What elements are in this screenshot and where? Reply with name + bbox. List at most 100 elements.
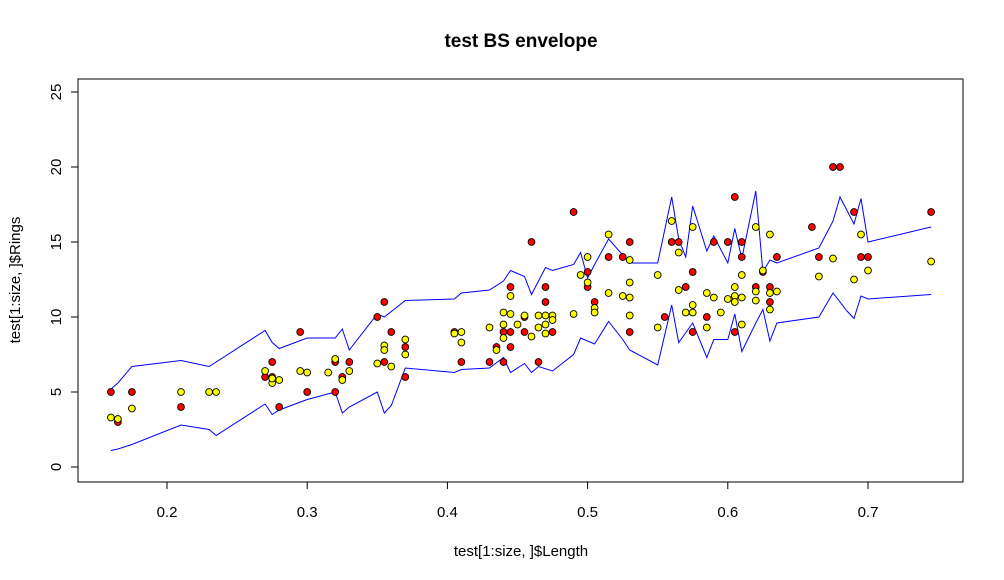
data-point bbox=[730, 283, 739, 291]
data-point bbox=[723, 238, 732, 246]
data-point bbox=[730, 328, 739, 336]
data-point bbox=[324, 368, 333, 377]
data-point bbox=[569, 310, 578, 318]
data-point bbox=[857, 230, 865, 239]
y-tick-label: 25 bbox=[48, 84, 65, 101]
data-point bbox=[499, 320, 508, 329]
x-axis: 0.2 0.3 0.4 0.5 0.6 0.7 bbox=[157, 481, 879, 521]
data-point bbox=[836, 163, 844, 171]
data-point bbox=[723, 295, 732, 303]
data-point bbox=[660, 313, 669, 321]
data-point bbox=[702, 289, 711, 297]
data-point bbox=[808, 223, 816, 231]
data-point bbox=[766, 289, 774, 297]
data-point bbox=[709, 293, 718, 302]
x-tick-label: 0.7 bbox=[858, 504, 879, 521]
data-point bbox=[850, 275, 858, 284]
data-point bbox=[303, 388, 312, 396]
data-point bbox=[520, 328, 529, 336]
data-point bbox=[506, 343, 515, 351]
data-point bbox=[751, 223, 760, 231]
data-point bbox=[450, 329, 459, 338]
data-point bbox=[773, 253, 781, 261]
data-point bbox=[401, 335, 410, 344]
data-point bbox=[737, 253, 746, 261]
data-point bbox=[653, 271, 662, 279]
data-point bbox=[457, 358, 466, 366]
data-point bbox=[541, 283, 550, 291]
data-point bbox=[296, 367, 305, 375]
chart-title: test BS envelope bbox=[444, 31, 597, 52]
data-point bbox=[618, 292, 627, 300]
data-point bbox=[331, 388, 340, 396]
x-tick-label: 0.5 bbox=[577, 504, 598, 521]
y-axis: 0 5 10 15 20 25 bbox=[48, 84, 79, 471]
y-tick-label: 15 bbox=[48, 234, 65, 251]
data-point bbox=[815, 272, 823, 281]
x-tick-label: 0.4 bbox=[437, 504, 458, 521]
y-axis-label: test[1:size, ]$Rings bbox=[7, 217, 24, 344]
data-point bbox=[548, 316, 557, 324]
data-point bbox=[576, 271, 585, 279]
data-point bbox=[674, 238, 683, 246]
data-point bbox=[541, 311, 550, 320]
data-point bbox=[128, 404, 136, 413]
data-point bbox=[506, 328, 515, 336]
data-point bbox=[583, 253, 592, 261]
data-point bbox=[625, 238, 634, 246]
data-point bbox=[864, 253, 872, 261]
data-point bbox=[107, 413, 115, 422]
data-point bbox=[766, 305, 774, 314]
y-tick-label: 5 bbox=[48, 388, 65, 396]
data-point bbox=[927, 257, 935, 266]
data-point bbox=[107, 388, 115, 396]
data-point bbox=[541, 329, 550, 338]
series-2-points bbox=[107, 217, 935, 423]
data-point bbox=[380, 298, 389, 306]
data-point bbox=[569, 208, 578, 216]
data-point bbox=[751, 287, 760, 296]
data-point bbox=[604, 230, 613, 239]
data-point bbox=[548, 328, 557, 336]
data-point bbox=[373, 313, 382, 321]
data-point bbox=[534, 358, 543, 366]
bootstrap-envelope bbox=[110, 190, 932, 451]
data-point bbox=[864, 266, 872, 275]
envelope-upper-line bbox=[110, 190, 932, 390]
data-point bbox=[829, 254, 837, 263]
plot-frame bbox=[77, 78, 964, 483]
data-point bbox=[653, 323, 662, 332]
data-point bbox=[625, 278, 634, 287]
x-tick-label: 0.3 bbox=[297, 504, 318, 521]
data-point bbox=[850, 208, 858, 216]
data-points bbox=[107, 163, 935, 426]
data-point bbox=[737, 271, 746, 279]
data-point bbox=[716, 308, 725, 317]
data-point bbox=[674, 248, 683, 257]
data-point bbox=[373, 359, 382, 368]
data-point bbox=[114, 415, 122, 423]
data-point bbox=[688, 223, 697, 231]
data-point bbox=[766, 298, 774, 306]
data-point bbox=[625, 328, 634, 336]
data-point bbox=[345, 367, 354, 375]
data-point bbox=[667, 217, 676, 225]
data-point bbox=[541, 298, 550, 306]
data-point bbox=[541, 320, 550, 329]
data-point bbox=[205, 388, 213, 396]
data-point bbox=[625, 293, 634, 302]
data-point bbox=[737, 238, 746, 246]
data-point bbox=[177, 403, 185, 411]
data-point bbox=[857, 253, 865, 261]
data-point bbox=[499, 334, 508, 342]
data-point bbox=[387, 328, 396, 336]
data-point bbox=[927, 208, 935, 216]
data-point bbox=[702, 323, 711, 332]
data-point bbox=[681, 283, 690, 291]
data-point bbox=[737, 293, 746, 302]
data-point bbox=[730, 193, 739, 201]
data-point bbox=[380, 358, 389, 366]
data-point bbox=[275, 376, 284, 384]
data-point bbox=[527, 238, 536, 246]
series-1-points bbox=[107, 163, 935, 426]
